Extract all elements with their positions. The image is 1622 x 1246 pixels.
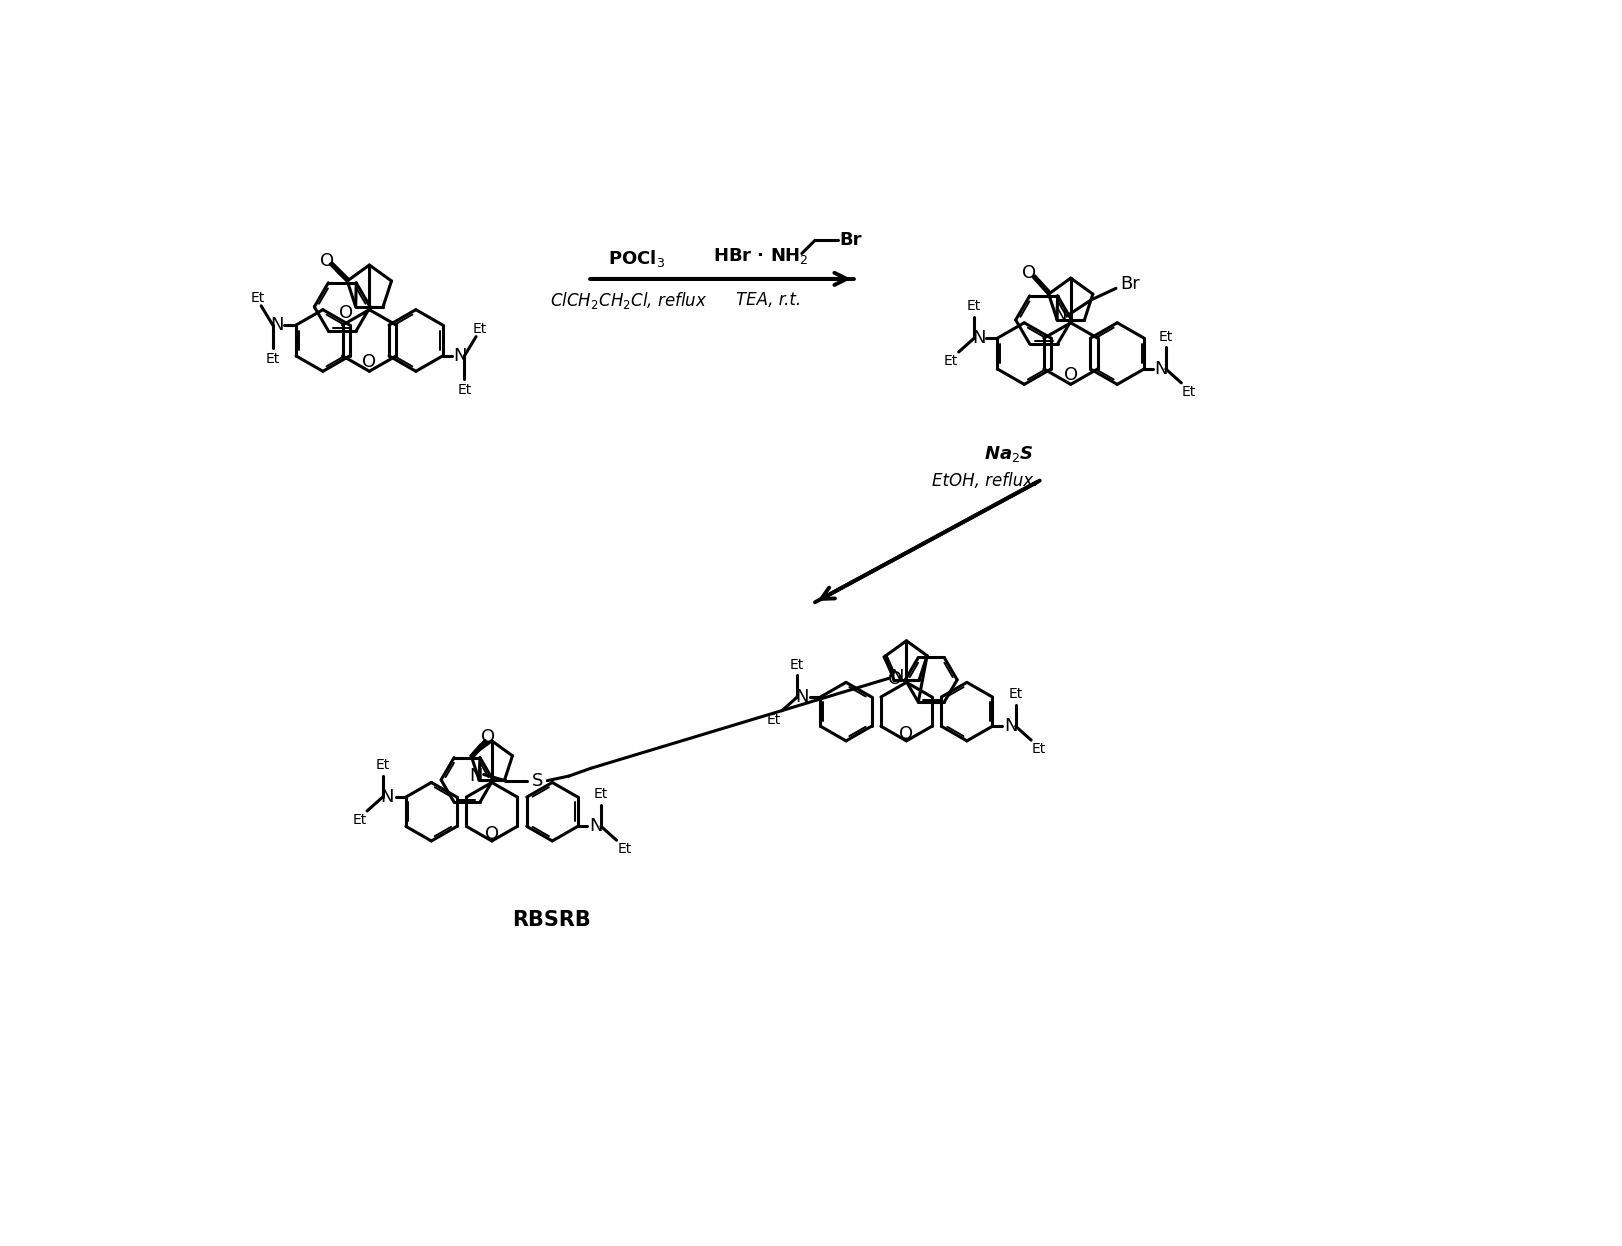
Text: Et: Et — [1158, 330, 1173, 344]
Text: N: N — [890, 668, 903, 685]
Text: N: N — [271, 316, 284, 334]
Text: O: O — [362, 353, 376, 371]
Text: N: N — [381, 787, 394, 806]
Text: N: N — [1053, 307, 1067, 324]
Text: N: N — [972, 329, 986, 348]
Text: Et: Et — [457, 383, 472, 396]
Text: Et: Et — [616, 842, 631, 856]
Text: Et: Et — [594, 787, 608, 801]
Text: N: N — [590, 817, 603, 835]
Text: O: O — [339, 304, 354, 321]
Text: Et: Et — [250, 292, 264, 305]
Text: POCl$_3$: POCl$_3$ — [608, 248, 665, 269]
Text: S: S — [532, 771, 543, 790]
Text: ClCH$_2$CH$_2$Cl, reflux: ClCH$_2$CH$_2$Cl, reflux — [550, 290, 707, 312]
Text: N: N — [1004, 718, 1017, 735]
Text: RBSRB: RBSRB — [513, 910, 590, 930]
Text: Et: Et — [967, 299, 981, 313]
Text: N: N — [795, 688, 809, 706]
Text: O: O — [889, 670, 902, 688]
Text: O: O — [1064, 366, 1077, 384]
Text: O: O — [899, 725, 913, 743]
Text: O: O — [1022, 264, 1036, 283]
Text: Et: Et — [790, 658, 805, 672]
Text: Na$_2$S: Na$_2$S — [985, 444, 1033, 464]
Text: Et: Et — [376, 758, 389, 771]
Text: Et: Et — [1182, 385, 1195, 399]
Text: HBr · NH$_2$: HBr · NH$_2$ — [714, 245, 808, 265]
Text: EtOH, reflux.: EtOH, reflux. — [933, 472, 1038, 490]
Text: TEA, r.t.: TEA, r.t. — [736, 292, 801, 309]
Text: N: N — [469, 768, 483, 785]
Text: Et: Et — [767, 713, 782, 728]
Text: N: N — [1155, 360, 1168, 378]
Text: O: O — [482, 728, 495, 745]
Text: Et: Et — [1009, 687, 1023, 701]
Text: Et: Et — [944, 354, 959, 369]
Text: Et: Et — [352, 814, 367, 827]
Text: Br: Br — [840, 232, 861, 249]
Text: Et: Et — [1032, 743, 1046, 756]
Text: O: O — [320, 252, 334, 270]
Text: Br: Br — [1121, 275, 1140, 294]
Text: O: O — [485, 825, 500, 842]
Text: N: N — [453, 346, 467, 365]
Text: Et: Et — [266, 351, 281, 366]
Text: Et: Et — [472, 321, 487, 336]
